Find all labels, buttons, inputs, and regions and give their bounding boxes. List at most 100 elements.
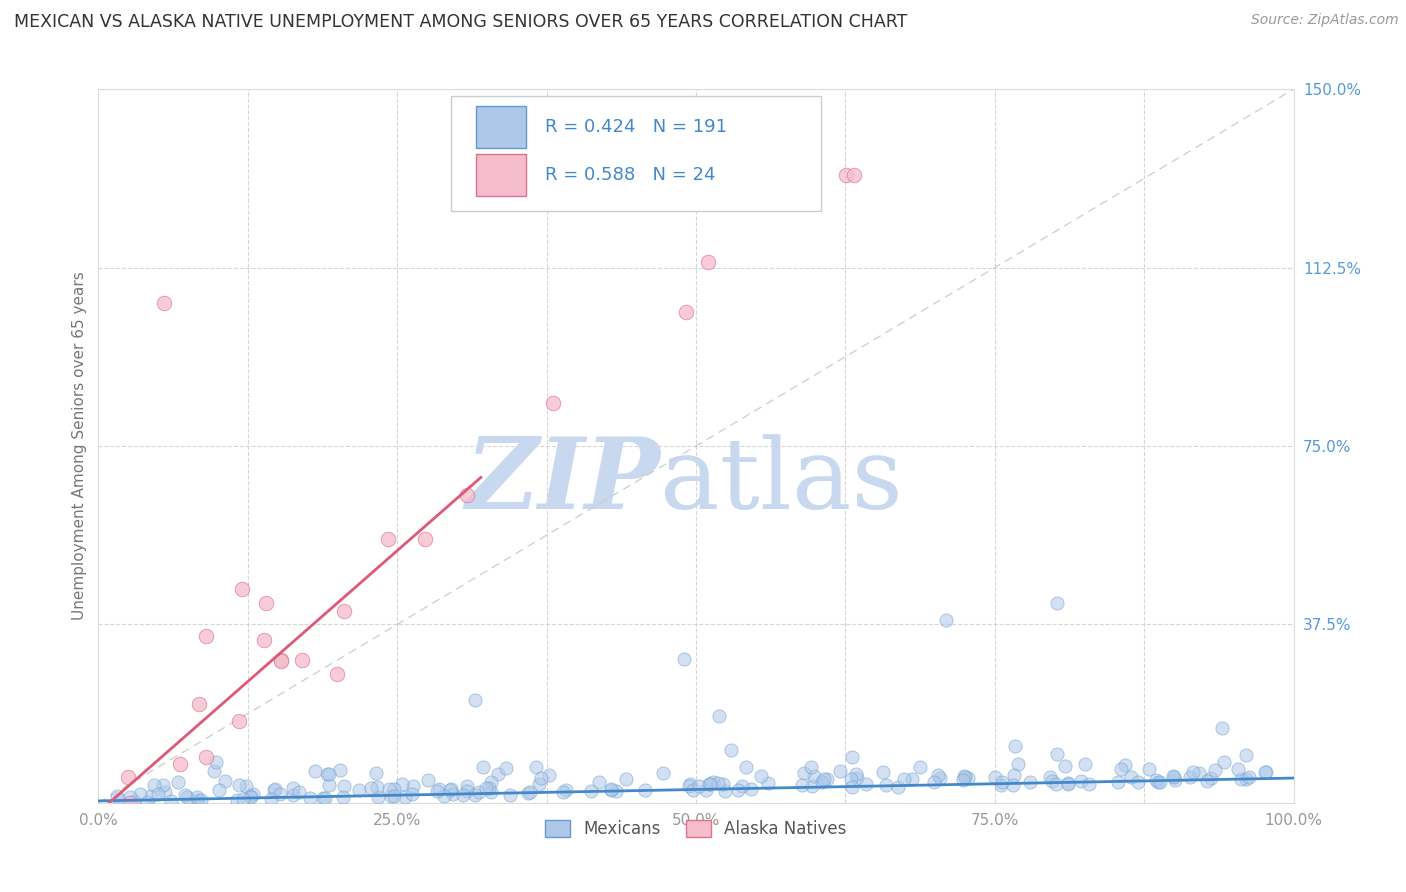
Point [1147, 775, 1170, 789]
Point [839, 772, 862, 787]
Point [1211, 721, 1233, 735]
Point [367, 789, 389, 804]
Point [709, 708, 731, 723]
Point [254, 596, 277, 610]
Point [1119, 770, 1142, 784]
Point [1077, 777, 1099, 791]
Point [517, 786, 540, 800]
Point [813, 772, 835, 786]
Point [740, 781, 762, 796]
Point [456, 780, 478, 794]
Point [1182, 765, 1205, 780]
Point [633, 783, 655, 797]
Point [118, 796, 141, 810]
Point [478, 781, 501, 796]
Point [952, 773, 974, 788]
Point [456, 488, 478, 502]
Point [456, 784, 478, 798]
Point [679, 777, 702, 791]
Point [326, 667, 349, 681]
Point [176, 790, 198, 805]
Point [835, 168, 858, 182]
Point [855, 777, 877, 791]
Point [214, 774, 236, 789]
Point [672, 652, 695, 666]
Point [439, 782, 461, 797]
Point [1070, 773, 1092, 788]
Point [451, 789, 474, 803]
FancyBboxPatch shape [477, 153, 526, 196]
Point [731, 779, 754, 793]
Point [727, 783, 749, 797]
Point [364, 766, 387, 780]
Point [253, 632, 276, 647]
Point [195, 629, 218, 643]
Point [495, 762, 517, 776]
Point [697, 777, 720, 791]
Point [360, 781, 382, 796]
Point [935, 613, 957, 627]
Point [845, 766, 868, 780]
Point [315, 767, 337, 781]
Y-axis label: Unemployment Among Seniors over 65 years: Unemployment Among Seniors over 65 years [72, 272, 87, 620]
Point [886, 780, 908, 794]
FancyBboxPatch shape [451, 96, 821, 211]
Point [699, 777, 721, 791]
Point [231, 582, 253, 596]
Point [711, 777, 734, 791]
Text: R = 0.588   N = 24: R = 0.588 N = 24 [546, 166, 716, 184]
Point [984, 770, 1007, 784]
Point [401, 787, 423, 801]
Point [117, 770, 139, 784]
Point [402, 779, 425, 793]
Point [1237, 770, 1260, 784]
Point [228, 714, 250, 728]
Point [318, 778, 340, 792]
Point [391, 777, 413, 791]
Point [475, 780, 498, 795]
Point [195, 750, 218, 764]
Point [142, 778, 165, 792]
Point [1019, 774, 1042, 789]
Point [529, 777, 551, 791]
Point [426, 783, 449, 797]
Point [1054, 759, 1077, 773]
Point [413, 532, 436, 546]
Legend: Mexicans, Alaska Natives: Mexicans, Alaska Natives [538, 813, 853, 845]
Point [260, 791, 283, 805]
Point [841, 780, 863, 794]
Point [441, 787, 464, 801]
Point [1004, 739, 1026, 753]
Point [464, 789, 486, 803]
Point [152, 778, 174, 792]
Point [872, 764, 894, 779]
Point [1149, 775, 1171, 789]
Point [440, 782, 463, 797]
Text: atlas: atlas [661, 434, 903, 530]
Point [1226, 762, 1249, 776]
Point [1234, 772, 1257, 787]
Point [299, 791, 322, 805]
Point [1056, 777, 1078, 791]
Point [418, 773, 440, 788]
Point [1163, 769, 1185, 783]
Point [519, 784, 541, 798]
Point [600, 783, 623, 797]
Point [1007, 757, 1029, 772]
Point [228, 778, 250, 792]
Point [543, 396, 565, 410]
Text: Source: ZipAtlas.com: Source: ZipAtlas.com [1251, 13, 1399, 28]
Point [1126, 775, 1149, 789]
Point [900, 772, 922, 786]
Point [377, 781, 399, 796]
Point [486, 767, 509, 781]
Point [1109, 762, 1132, 776]
Point [281, 780, 304, 795]
Point [332, 789, 354, 804]
Point [735, 760, 758, 774]
Point [264, 782, 287, 797]
Point [382, 781, 405, 796]
Point [792, 778, 814, 792]
Point [815, 772, 838, 786]
Point [167, 774, 190, 789]
